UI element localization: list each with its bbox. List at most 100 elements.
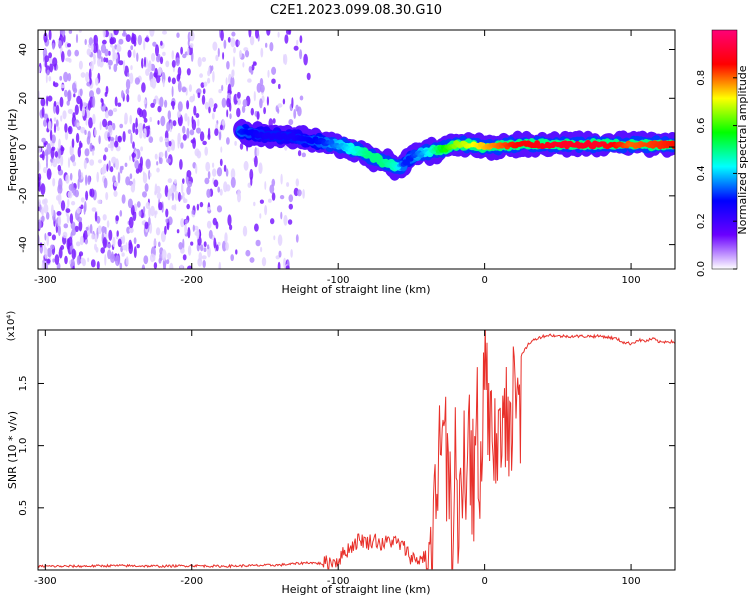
noise-blob (53, 82, 59, 88)
noise-blob (187, 39, 190, 47)
noise-blob (291, 97, 294, 109)
noise-blob (47, 232, 52, 237)
noise-blob (90, 43, 94, 52)
x-tick-label: -300 (34, 576, 57, 587)
noise-blob (114, 255, 120, 267)
noise-blob (242, 225, 248, 237)
noise-blob (83, 159, 87, 170)
noise-blob (242, 62, 245, 68)
noise-blob (67, 199, 70, 208)
noise-blob (127, 72, 130, 77)
noise-blob (256, 82, 262, 93)
noise-blob (102, 30, 106, 38)
noise-blob (53, 123, 57, 134)
noise-blob (255, 30, 259, 39)
noise-blob (226, 60, 230, 70)
noise-blob (159, 157, 163, 165)
noise-blob (179, 159, 183, 170)
noise-blob (65, 208, 71, 214)
noise-blob (158, 241, 161, 248)
colorbar: 0.0 0.2 0.4 0.6 0.8 Normalized spectral ampl… (696, 29, 749, 277)
noise-blob (75, 241, 81, 247)
snr-plot: -300 -200 -100 0 100 0.5 1.0 1.5 Height of str… (6, 311, 676, 596)
noise-blob (76, 255, 81, 266)
noise-blob (96, 215, 101, 224)
colorbar-tick-label: 0.4 (696, 165, 707, 181)
noise-blob (178, 191, 181, 202)
noise-blob (249, 257, 255, 263)
noise-blob (197, 257, 203, 267)
noise-blob (167, 110, 171, 120)
noise-blob (57, 148, 62, 159)
noise-blob (139, 131, 143, 139)
noise-blob (131, 32, 135, 39)
noise-blob (125, 34, 131, 42)
noise-blob (153, 238, 157, 247)
noise-blob (133, 237, 137, 245)
noise-blob (180, 46, 184, 55)
noise-blob (99, 121, 102, 131)
noise-blob (174, 190, 179, 201)
noise-blob (127, 129, 132, 135)
noise-blob (79, 99, 83, 112)
noise-blob (102, 214, 107, 221)
noise-blob (100, 56, 103, 63)
noise-blob (67, 190, 73, 199)
noise-blob (134, 159, 140, 169)
noise-blob (85, 174, 88, 186)
noise-blob (143, 40, 146, 51)
noise-blob (71, 228, 76, 236)
noise-blob (220, 30, 224, 42)
noise-blob (85, 226, 89, 231)
noise-blob (264, 181, 267, 190)
noise-blob (248, 30, 252, 38)
noise-blob (85, 190, 89, 201)
noise-blob (285, 265, 290, 269)
noise-blob (299, 95, 304, 101)
noise-blob (134, 77, 140, 85)
noise-blob (200, 82, 205, 88)
noise-blob (191, 209, 195, 215)
noise-blob (156, 192, 162, 200)
noise-blob (48, 30, 52, 41)
noise-blob (196, 228, 200, 240)
noise-blob (117, 136, 121, 142)
noise-blob (80, 172, 84, 180)
noise-blob (126, 226, 131, 234)
noise-blob (182, 192, 185, 198)
noise-blob (84, 148, 90, 157)
noise-blob (196, 127, 201, 134)
noise-blob (63, 223, 69, 229)
noise-blob (201, 94, 206, 105)
noise-blob (167, 252, 172, 260)
noise-blob (89, 223, 93, 234)
spectrogram-frame (37, 29, 676, 270)
noise-blob (271, 192, 276, 201)
noise-blob (259, 199, 264, 204)
noise-blob (160, 40, 163, 46)
noise-blob (113, 63, 118, 73)
figure-title: C2E1.2023.099.08.30.G10 (270, 3, 442, 18)
noise-blob (138, 122, 144, 133)
noise-blob (232, 56, 236, 68)
noise-blob (43, 198, 48, 205)
noise-blob (75, 132, 80, 144)
noise-blob (59, 96, 64, 108)
noise-blob (157, 53, 161, 61)
noise-blob (286, 30, 291, 35)
noise-blob (53, 117, 57, 122)
noise-blob (137, 34, 142, 46)
noise-blob (148, 217, 151, 226)
noise-blob (197, 56, 202, 68)
noise-blob (41, 106, 45, 118)
noise-blob (69, 213, 74, 224)
noise-blob (225, 168, 229, 177)
noise-blob (156, 75, 161, 84)
noise-blob (135, 117, 138, 129)
noise-blob (112, 107, 118, 113)
noise-blob (187, 181, 193, 188)
noise-blob (211, 65, 214, 71)
noise-blob (47, 247, 52, 258)
noise-blob (102, 118, 108, 128)
noise-blob (295, 234, 299, 243)
